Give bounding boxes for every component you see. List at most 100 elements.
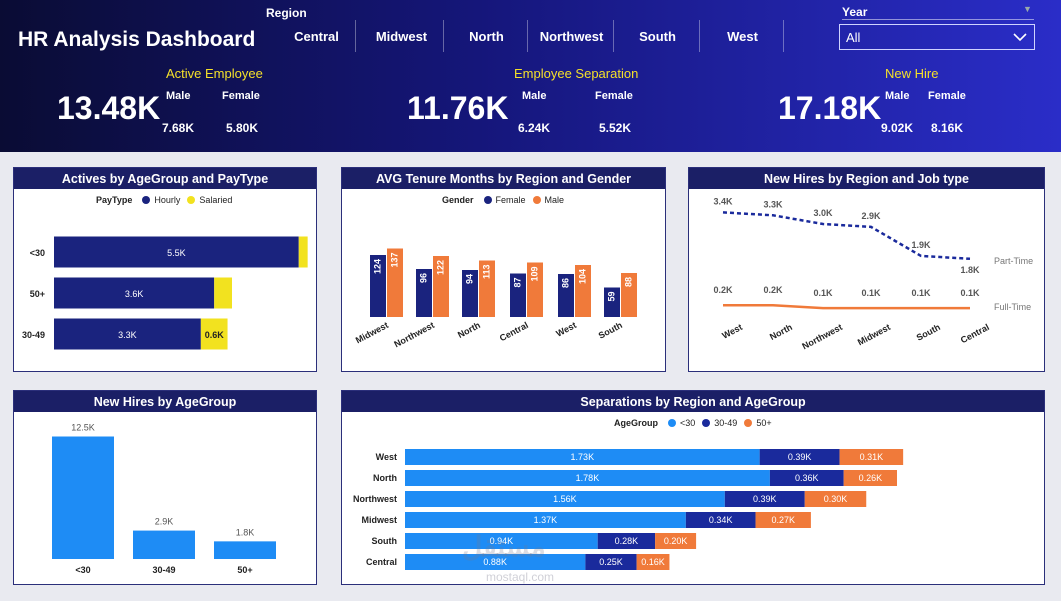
region-slicer-midwest[interactable]: Midwest [360, 20, 444, 52]
separations-label-30-49-northwest: 0.39K [753, 494, 777, 504]
tenure-bar-female-west [558, 274, 574, 317]
kpi-newhire-male-value: 9.02K [881, 121, 914, 135]
tenure-label-female-north: 94 [465, 274, 475, 284]
separations-category-west: West [376, 452, 397, 462]
under30-legend-dot [668, 419, 676, 427]
separations-label-50-south: 0.20K [664, 536, 688, 546]
separations-label-30-49-north: 0.36K [795, 473, 819, 483]
region-slicer-central[interactable]: Central [278, 20, 356, 52]
kpi-active-female-value: 5.80K [226, 121, 259, 135]
kpi-newhire-value: 17.18K [778, 90, 882, 126]
jobtype-label-part-time-midwest: 2.9K [861, 211, 881, 221]
region-slicer-south[interactable]: South [616, 20, 700, 52]
kpi-newhire-male-label: Male [885, 90, 910, 102]
tenure-label-male-northwest: 122 [436, 260, 446, 275]
tenure-legend-male: Male [544, 195, 565, 205]
kpi-active-female-label: Female [222, 90, 260, 102]
hourly-legend-dot [142, 196, 151, 204]
kpi-active-title: Active Employee [166, 66, 263, 81]
jobtype-category-south: South [915, 322, 942, 343]
separations-category-north: North [373, 473, 397, 483]
kpi-separation-female-label: Female [595, 90, 633, 102]
actives-chart: <30 5.5K 50+ 3.6K 30-49 3.3K 0.6K [22, 236, 308, 350]
kpi-newhire-female-value: 8.16K [931, 121, 964, 135]
tenure-legend: Gender Female Male [442, 195, 564, 205]
separations-label-30-north: 1.78K [576, 473, 600, 483]
jobtype-label-part-time-north: 3.3K [763, 199, 783, 209]
tenure-bar-male-midwest [387, 248, 403, 317]
separations-label-30-central: 0.88K [483, 557, 507, 567]
agegroup-label-30: 12.5K [71, 423, 95, 433]
separations-label-50-northwest: 0.30K [824, 494, 848, 504]
tenure-chart-card: AVG Tenure Months by Region and Gender G… [341, 167, 666, 372]
kpi-active-male-label: Male [166, 90, 191, 102]
jobtype-label-full-time-south: 0.1K [911, 288, 931, 298]
actives-legend-hourly: Hourly [154, 195, 181, 205]
kpi-separation-female-value: 5.52K [599, 121, 632, 135]
year-slicer-divider [842, 19, 1034, 20]
tenure-label-female-northwest: 96 [419, 273, 429, 283]
region-slicer-north[interactable]: North [446, 20, 528, 52]
actives-label-hourly-30: 5.5K [167, 248, 186, 258]
tenure-bar-female-north [462, 270, 478, 317]
female-legend-dot [483, 196, 492, 204]
separations-bar-30-49-northwest [724, 491, 805, 507]
year-dropdown-value: All [846, 29, 861, 45]
separations-label-30-49-west: 0.39K [788, 452, 812, 462]
separations-bar-30-49-west [759, 449, 840, 465]
jobtype-label-full-time-central: 0.1K [960, 288, 980, 298]
tenure-label-male-south: 88 [624, 277, 634, 287]
tenure-label-female-west: 86 [561, 278, 571, 288]
actives-legend: PayType Hourly Salaried [96, 195, 232, 205]
jobtype-category-west: West [720, 322, 744, 341]
separations-label-50-central: 0.16K [641, 557, 665, 567]
year-dropdown[interactable]: All [839, 24, 1035, 50]
region-slicer-west[interactable]: West [702, 20, 784, 52]
age3049-legend-dot [702, 419, 711, 427]
age50plus-legend-dot [744, 419, 753, 427]
separations-label-50-north: 0.26K [859, 473, 883, 483]
actives-chart-title: Actives by AgeGroup and PayType [14, 168, 316, 189]
actives-category-30: <30 [30, 248, 45, 258]
separations-chart: West 1.73K 0.39K 0.31K North 1.78K 0.36K 0.26K N… [353, 449, 904, 570]
kpi-separation-title: Employee Separation [514, 66, 639, 81]
separations-category-midwest: Midwest [361, 515, 397, 525]
kpi-active-male-value: 7.68K [162, 121, 195, 135]
separations-label-30-49-south: 0.28K [615, 536, 639, 546]
actives-chart-card: Actives by AgeGroup and PayType PayType … [13, 167, 317, 372]
agegroup-category-30-49: 30-49 [152, 565, 175, 575]
tenure-legend-female: Female [495, 195, 526, 205]
actives-bar-salaried-30 [298, 236, 308, 268]
region-slicer-northwest[interactable]: Northwest [530, 20, 614, 52]
agegroup-chart-card: New Hires by AgeGroup 12.5K <30 2.9K 30-49 1… [13, 390, 317, 585]
actives-legend-salaried: Salaried [199, 195, 233, 205]
jobtype-category-midwest: Midwest [856, 322, 892, 348]
tenure-label-female-central: 87 [513, 278, 523, 288]
jobtype-category-central: Central [959, 322, 991, 345]
jobtype-label-part-time-northwest: 3.0K [813, 208, 833, 218]
separations-bar-30-west [405, 449, 760, 465]
separations-legend-under30: <30 [680, 418, 696, 428]
tenure-label-male-central: 109 [530, 267, 540, 282]
separations-label-50-midwest: 0.27K [771, 515, 795, 525]
watermark-logo: مستقل [462, 531, 546, 562]
separations-legend-3049: 30-49 [714, 418, 738, 428]
kpi-newhire-female-label: Female [928, 90, 966, 102]
jobtype-label-part-time-central: 1.8K [960, 265, 980, 275]
separations-bar-30-49-midwest [685, 512, 756, 528]
tenure-label-female-south: 59 [607, 292, 617, 302]
jobtype-label-part-time-south: 1.9K [911, 240, 931, 250]
header-banner: HR Analysis Dashboard Region Central Mid… [0, 0, 1061, 152]
kpi-active-value: 13.48K [57, 90, 161, 126]
agegroup-category-50: 50+ [237, 565, 252, 575]
actives-bar-hourly-30 [54, 236, 299, 268]
tenure-label-male-west: 104 [578, 269, 588, 284]
separations-bar-30-midwest [405, 512, 686, 528]
actives-label-hourly-30-49: 3.3K [118, 330, 137, 340]
kpi-separation-value: 11.76K [407, 90, 509, 126]
actives-legend-title: PayType [96, 195, 133, 205]
separations-chart-card: Separations by Region and AgeGroup AgeGr… [341, 390, 1045, 585]
collapse-caret-icon[interactable]: ▼ [1023, 4, 1032, 14]
separations-category-central: Central [366, 557, 397, 567]
